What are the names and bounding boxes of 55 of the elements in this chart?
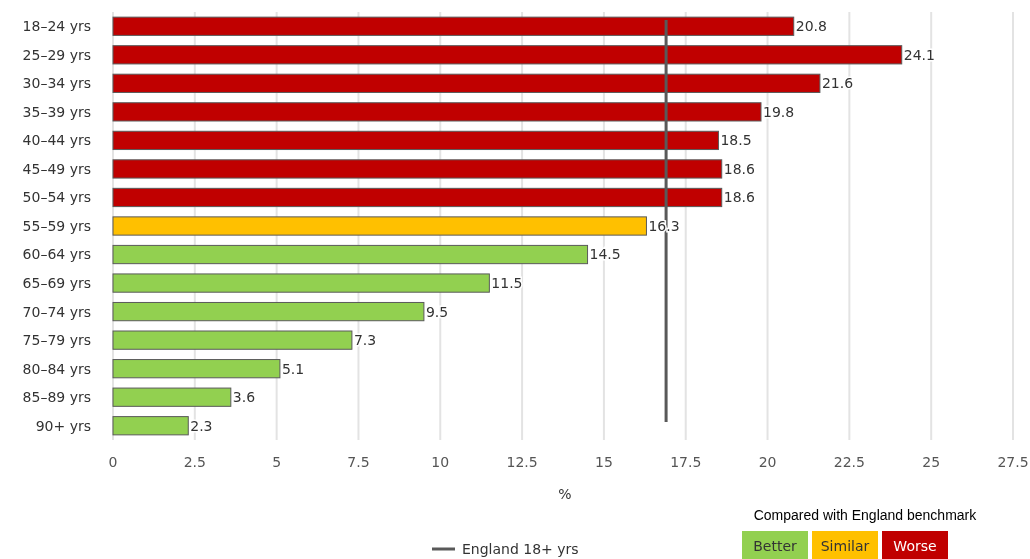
y-tick-label: 70–74 yrs: [22, 303, 91, 320]
y-tick-label: 80–84 yrs: [22, 360, 91, 377]
data-label: 14.5: [589, 246, 621, 263]
x-tick-label: 0: [108, 454, 118, 470]
x-tick-label: 17.5: [670, 454, 702, 470]
y-tick-label: 60–64 yrs: [22, 246, 91, 263]
data-label: 3.6: [232, 389, 256, 406]
x-tick-label: 5: [272, 454, 282, 470]
y-tick-label: 65–69 yrs: [22, 274, 91, 291]
y-tick-label: 40–44 yrs: [22, 132, 91, 149]
x-tick-label: 25: [922, 454, 941, 470]
data-label: 7.3: [353, 332, 377, 349]
data-label: 18.6: [723, 189, 755, 206]
x-axis-title: %: [558, 486, 572, 502]
data-label: 20.8: [795, 18, 827, 35]
y-tick-label: 55–59 yrs: [22, 217, 91, 234]
legend-label: England 18+ yrs: [462, 540, 579, 557]
y-tick-label: 25–29 yrs: [22, 46, 91, 63]
x-tick-label: 27.5: [997, 454, 1029, 470]
bar: [112, 330, 353, 350]
x-tick-label: 7.5: [347, 454, 370, 470]
data-label: 21.6: [821, 75, 854, 92]
text: Better: [753, 537, 798, 554]
bar: [112, 301, 425, 322]
bar: [112, 244, 589, 265]
bar: [112, 387, 232, 407]
y-tick-label: 75–79 yrs: [22, 332, 91, 349]
y-tick-label: 35–39 yrs: [22, 103, 91, 120]
x-tick-label: 10: [431, 454, 450, 470]
x-tick-label: 15: [595, 454, 613, 470]
data-label: 24.1: [903, 46, 935, 63]
x-tick-label: 2.5: [183, 454, 206, 470]
x-tick-label: 12.5: [506, 454, 538, 470]
data-label: 11.5: [491, 274, 523, 291]
data-label: 19.8: [763, 103, 795, 120]
text: Worse: [893, 537, 937, 554]
data-label: 2.3: [190, 417, 213, 434]
y-tick-label: 18–24 yrs: [22, 18, 91, 35]
y-tick-label: 30–34 yrs: [22, 75, 91, 92]
data-label: 18.6: [723, 160, 755, 177]
data-label: 5.1: [281, 360, 305, 377]
legend-title: Compared with England benchmark: [753, 506, 978, 523]
bar: [112, 273, 490, 293]
data-label: 9.5: [425, 303, 449, 320]
x-tick-label: 22.5: [833, 454, 865, 470]
bar: [112, 216, 647, 236]
y-tick-label: 45–49 yrs: [22, 160, 91, 177]
y-tick-label: 50–54 yrs: [22, 189, 91, 206]
x-tick-label: 20: [758, 454, 777, 470]
bar: [112, 359, 281, 379]
y-tick-label: 90+ yrs: [35, 417, 91, 434]
y-tick-label: 85–89 yrs: [22, 389, 91, 406]
text: Similar: [820, 537, 870, 554]
bar: [112, 416, 189, 436]
data-label: 18.5: [720, 132, 752, 149]
